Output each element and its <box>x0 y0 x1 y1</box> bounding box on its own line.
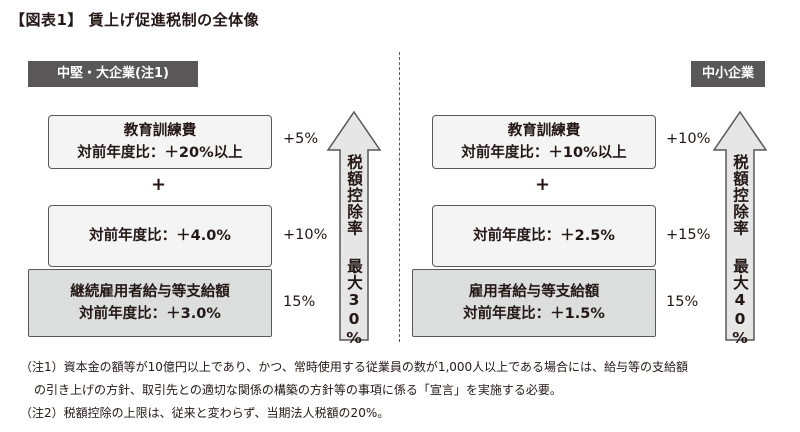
left-pct-training: +5% <box>283 131 319 147</box>
note-2: （注2）税額控除の上限は、従来と変わらず、当期法人税額の20%。 <box>20 406 390 420</box>
tag-sme: 中小企業 <box>691 61 765 87</box>
right-box-training-cost-line1: 教育訓練費 <box>507 123 581 139</box>
right-box-yoy-line1: 対前年度比：＋2.5% <box>473 228 615 244</box>
right-plus-sign: + <box>535 174 551 195</box>
right-box-training-cost-line2: 対前年度比：＋10%以上 <box>461 145 627 161</box>
left-box-salary: 継続雇用者給与等支給額 対前年度比：＋3.0% <box>28 269 272 337</box>
column-divider <box>399 52 400 342</box>
left-plus-sign: + <box>151 174 167 195</box>
note-1-line1: （注1）資本金の額等が10億円以上であり、かつ、常時使用する従業員の数が1,00… <box>20 360 689 374</box>
tag-mid-large-companies: 中堅・大企業(注1) <box>28 61 198 87</box>
right-box-yoy: 対前年度比：＋2.5% <box>432 205 656 267</box>
left-up-arrow <box>326 110 382 341</box>
left-arrow-label-rate: 税額控除率 <box>345 154 363 237</box>
left-arrow-label-max: 最大30% <box>345 258 363 348</box>
left-box-yoy: 対前年度比：＋4.0% <box>48 205 272 267</box>
right-box-salary-line2: 対前年度比：＋1.5% <box>463 306 605 322</box>
right-box-salary-line1: 雇用者給与等支給額 <box>468 284 600 300</box>
left-box-training-cost-line1: 教育訓練費 <box>123 123 197 139</box>
note-1-line2: の引き上げの方針、取引先との適切な関係の構築の方針等の事項に係る「宣言」を実施す… <box>34 383 562 397</box>
figure-title: 【図表1】 賃上げ促進税制の全体像 <box>10 11 260 29</box>
left-box-yoy-line1: 対前年度比：＋4.0% <box>89 228 231 244</box>
right-up-arrow <box>712 110 768 341</box>
left-box-training-cost: 教育訓練費 対前年度比：＋20%以上 <box>48 115 272 169</box>
left-box-training-cost-line2: 対前年度比：＋20%以上 <box>77 145 243 161</box>
right-box-training-cost: 教育訓練費 対前年度比：＋10%以上 <box>432 115 656 169</box>
left-box-salary-line1: 継続雇用者給与等支給額 <box>70 284 230 300</box>
left-pct-salary: 15% <box>283 294 316 310</box>
left-pct-yoy: +10% <box>283 227 328 243</box>
right-arrow-label-rate: 税額控除率 <box>731 154 749 237</box>
right-arrow-label-max: 最大40% <box>731 258 749 348</box>
right-pct-training: +10% <box>666 131 711 147</box>
left-box-salary-line2: 対前年度比：＋3.0% <box>79 306 221 322</box>
right-box-salary: 雇用者給与等支給額 対前年度比：＋1.5% <box>412 269 656 337</box>
right-pct-yoy: +15% <box>666 227 711 243</box>
right-pct-salary: 15% <box>666 294 699 310</box>
